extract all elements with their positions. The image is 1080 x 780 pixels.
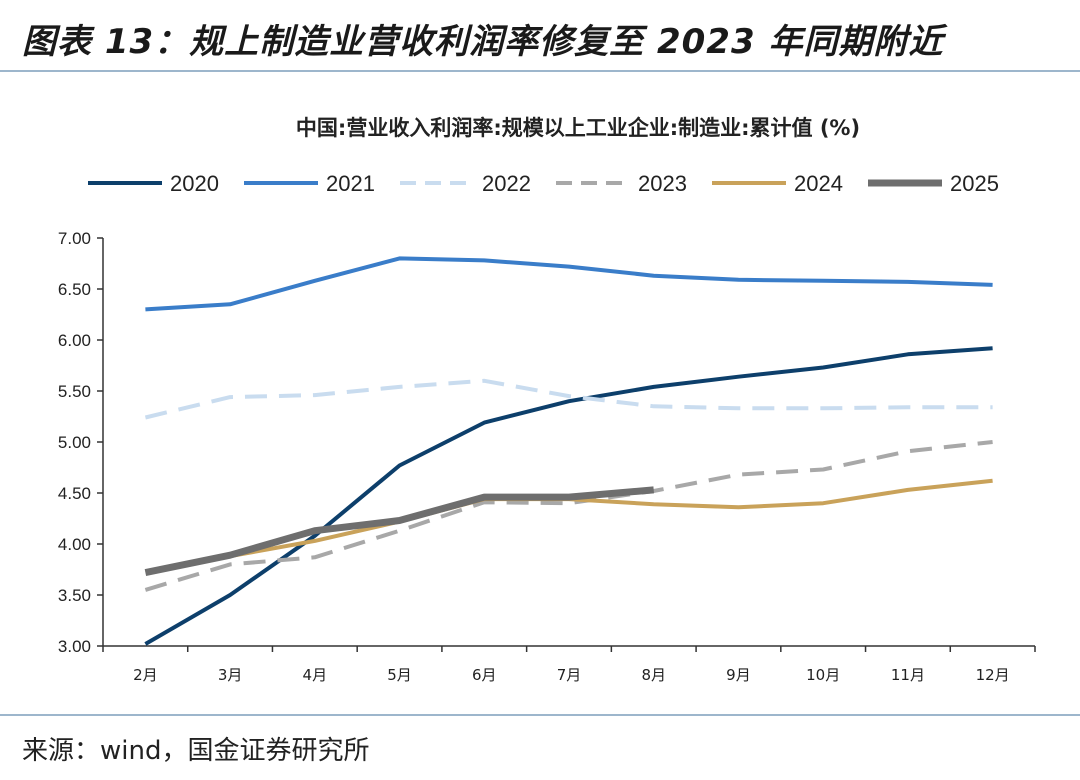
series-line-2020 — [144, 346, 993, 646]
y-tick-label: 3.50 — [58, 586, 91, 605]
figure-title: 图表 13：规上制造业营收利润率修复至 2023 年同期附近 — [22, 22, 944, 62]
y-tick-label: 7.00 — [58, 229, 91, 248]
series-line-2025 — [144, 486, 654, 577]
y-tick-label: 3.00 — [58, 637, 91, 656]
chart-title: 中国:营业收入利润率:规模以上工业企业:制造业:累计值 (%) — [296, 116, 860, 140]
legend-label-2021: 2021 — [326, 171, 375, 196]
y-tick-label: 4.00 — [58, 535, 91, 554]
x-tick-label: 8月 — [641, 666, 666, 684]
x-tick-label: 6月 — [472, 666, 497, 684]
legend-label-2022: 2022 — [482, 171, 531, 196]
legend-label-2020: 2020 — [170, 171, 219, 196]
x-tick-label: 12月 — [976, 666, 1010, 684]
y-tick-label: 5.50 — [58, 382, 91, 401]
x-tick-label: 9月 — [726, 666, 751, 684]
line-chart: 中国:营业收入利润率:规模以上工业企业:制造业:累计值 (%) 2020 2021… — [58, 116, 1036, 684]
source-note: 来源：wind，国金证券研究所 — [22, 736, 370, 766]
legend-label-2024: 2024 — [794, 171, 843, 196]
series-line-2021 — [145, 256, 993, 312]
x-tick-label: 7月 — [557, 666, 582, 684]
x-tick-label: 5月 — [387, 666, 412, 684]
y-tick-label: 5.00 — [58, 433, 91, 452]
x-tick-label: 2月 — [133, 666, 158, 684]
x-tick-label: 3月 — [218, 666, 243, 684]
x-tick-label: 11月 — [891, 666, 925, 684]
x-axis: 2月 3月 4月 5月 6月 7月 8月 9月 10月 11月 12月 — [102, 645, 1036, 684]
legend: 2020 2021 2022 2023 2024 2025 — [88, 171, 999, 196]
legend-label-2025: 2025 — [950, 171, 999, 196]
legend-label-2023: 2023 — [638, 171, 687, 196]
x-tick-label: 4月 — [303, 666, 328, 684]
y-tick-label: 6.00 — [58, 331, 91, 350]
y-axis: 7.00 6.50 6.00 5.50 5.00 4.50 4.00 3.50 3.00 — [58, 229, 104, 656]
x-tick-label: 10月 — [806, 666, 840, 684]
y-tick-label: 4.50 — [58, 484, 91, 503]
series-line-2022 — [144, 378, 993, 420]
top-divider — [0, 70, 1080, 72]
series-lines — [144, 256, 993, 646]
bottom-divider — [0, 714, 1080, 716]
y-tick-label: 6.50 — [58, 280, 91, 299]
series-line-2023 — [144, 440, 993, 592]
